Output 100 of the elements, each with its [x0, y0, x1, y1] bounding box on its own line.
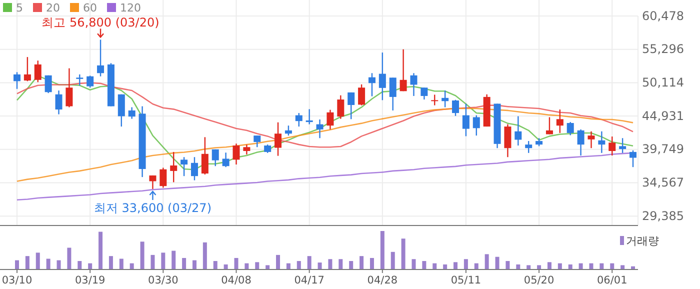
bar — [370, 258, 374, 269]
bar — [202, 242, 207, 269]
bar — [244, 263, 249, 269]
bar — [140, 242, 144, 269]
candlestick — [118, 94, 125, 128]
bar — [255, 262, 260, 269]
bar — [328, 259, 332, 269]
candlestick — [556, 108, 564, 134]
x-tick-label: 03/10 — [2, 274, 32, 286]
candlestick — [368, 72, 376, 97]
candlestick — [76, 74, 84, 86]
bar — [443, 264, 448, 269]
candlestick — [410, 72, 418, 97]
bar — [516, 264, 520, 269]
bar — [67, 248, 72, 269]
candlestick — [295, 112, 302, 128]
bar — [78, 261, 82, 269]
candlestick — [420, 87, 428, 100]
legend-label: 거래량 — [626, 234, 659, 248]
candlestick — [14, 72, 20, 90]
bar — [432, 263, 437, 269]
legend-label: 20 — [46, 2, 60, 14]
bar — [547, 262, 552, 269]
candlestick — [546, 116, 553, 135]
candlestick — [274, 122, 282, 156]
bar — [506, 261, 510, 269]
bar — [390, 252, 395, 269]
y-tick-label: 29,385 — [642, 208, 684, 223]
candlestick — [452, 99, 460, 117]
legend-label: 5 — [16, 2, 23, 14]
bar — [296, 261, 301, 269]
candlestick — [170, 151, 178, 183]
bar — [568, 264, 572, 269]
bar — [286, 263, 290, 269]
bar — [15, 260, 19, 269]
candlestick — [619, 138, 626, 154]
y-tick-label: 50,114 — [642, 76, 684, 90]
y-tick-label: 44,931 — [642, 108, 684, 123]
bar — [98, 232, 103, 269]
bar — [46, 258, 50, 269]
candlestick — [588, 130, 595, 149]
bar — [454, 262, 458, 269]
candlestick — [462, 103, 470, 137]
x-tick-label: 03/30 — [148, 274, 178, 286]
bar — [318, 262, 322, 269]
candlestick — [44, 74, 52, 94]
bar — [474, 263, 478, 269]
bar — [422, 261, 426, 269]
candlestick — [128, 106, 136, 120]
bar — [213, 261, 218, 269]
candlestick — [97, 39, 104, 77]
candlestick — [472, 114, 480, 136]
x-tick-label: 04/28 — [367, 274, 398, 286]
bar — [119, 258, 124, 269]
candlestick — [630, 150, 636, 168]
candlestick — [55, 90, 62, 115]
legend-label: 120 — [120, 2, 141, 14]
bar — [234, 258, 238, 269]
x-tick-label: 03/19 — [74, 274, 106, 286]
annotation: 최고 56,800 (03/20) — [42, 16, 160, 30]
x-tick-label: 04/08 — [221, 274, 252, 286]
candlestick — [442, 90, 449, 108]
bar — [130, 263, 134, 269]
candlestick — [86, 75, 94, 88]
legend-label: 60 — [83, 2, 97, 14]
bar — [484, 254, 489, 269]
bar — [401, 238, 406, 269]
bar — [589, 263, 594, 269]
candlestick — [201, 136, 208, 176]
y-tick-label: 34,567 — [642, 176, 684, 190]
candlestick — [149, 174, 156, 190]
annotation: 최저 33,600 (03/27) — [94, 200, 212, 215]
y-tick-label: 39,749 — [642, 142, 684, 156]
candlestick — [160, 167, 167, 188]
bar — [495, 256, 500, 269]
candlestick — [180, 156, 188, 177]
candlestick — [431, 94, 438, 106]
candlestick — [222, 152, 230, 168]
x-tick-label: 05/11 — [450, 274, 482, 286]
bar — [56, 260, 61, 269]
x-tick-label: 05/20 — [524, 274, 554, 286]
bar — [192, 260, 196, 269]
candlestick — [66, 68, 73, 108]
bar — [224, 264, 228, 269]
bar — [380, 231, 384, 269]
y-tick-label: 60,478 — [642, 8, 684, 23]
bar — [338, 259, 343, 269]
bar — [108, 256, 113, 269]
candlestick — [212, 148, 219, 167]
candlestick — [389, 77, 396, 112]
bar — [88, 263, 92, 269]
bar — [172, 250, 176, 269]
candlestick — [24, 56, 31, 82]
bar — [150, 254, 155, 269]
bar — [276, 254, 280, 269]
candlestick — [514, 116, 522, 146]
candlestick — [566, 121, 574, 136]
candlestick — [400, 48, 407, 92]
candlestick — [243, 144, 250, 156]
bar — [307, 256, 312, 269]
